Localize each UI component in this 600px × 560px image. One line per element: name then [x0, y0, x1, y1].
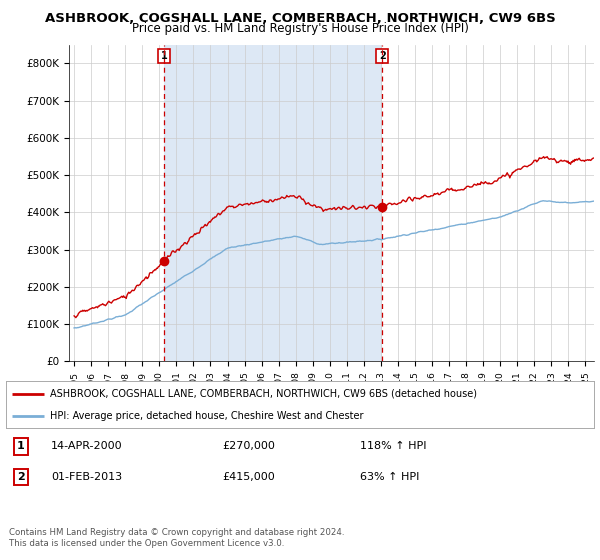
- Text: ASHBROOK, COGSHALL LANE, COMBERBACH, NORTHWICH, CW9 6BS (detached house): ASHBROOK, COGSHALL LANE, COMBERBACH, NOR…: [50, 389, 477, 399]
- Text: ASHBROOK, COGSHALL LANE, COMBERBACH, NORTHWICH, CW9 6BS: ASHBROOK, COGSHALL LANE, COMBERBACH, NOR…: [44, 12, 556, 25]
- Bar: [164, 45, 382, 361]
- Text: 1: 1: [161, 51, 167, 61]
- Text: HPI: Average price, detached house, Cheshire West and Chester: HPI: Average price, detached house, Ches…: [50, 410, 364, 421]
- Text: 14-APR-2000: 14-APR-2000: [51, 441, 122, 451]
- Text: Contains HM Land Registry data © Crown copyright and database right 2024.
This d: Contains HM Land Registry data © Crown c…: [9, 528, 344, 548]
- Text: Price paid vs. HM Land Registry's House Price Index (HPI): Price paid vs. HM Land Registry's House …: [131, 22, 469, 35]
- Text: 01-FEB-2013: 01-FEB-2013: [51, 472, 122, 482]
- Text: 2: 2: [17, 472, 25, 482]
- Text: 2: 2: [379, 51, 386, 61]
- Text: £270,000: £270,000: [222, 441, 275, 451]
- Text: £415,000: £415,000: [222, 472, 275, 482]
- Text: 63% ↑ HPI: 63% ↑ HPI: [360, 472, 419, 482]
- Text: 1: 1: [17, 441, 25, 451]
- Text: 118% ↑ HPI: 118% ↑ HPI: [360, 441, 427, 451]
